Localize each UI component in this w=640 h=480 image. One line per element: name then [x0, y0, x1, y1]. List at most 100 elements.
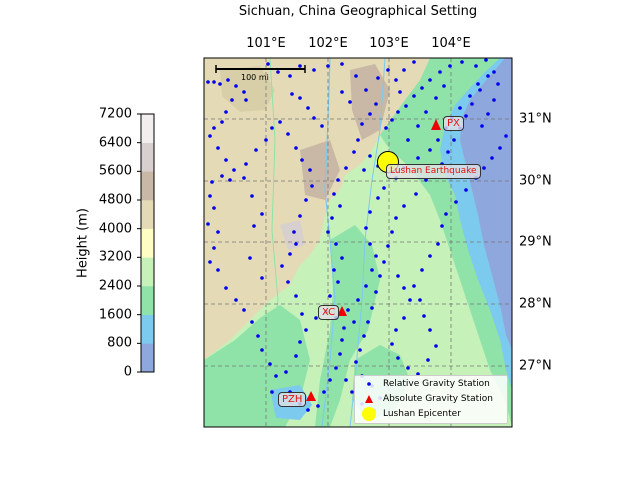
relative-station-121: [478, 88, 482, 92]
colorbar-tick-label-9: 0: [123, 364, 132, 380]
relative-station-70: [338, 352, 342, 356]
relative-station-184: [434, 96, 438, 100]
relative-station-69: [334, 366, 338, 370]
relative-station-199: [418, 298, 422, 302]
colorbar-segment-4: [141, 228, 154, 258]
relative-station-134: [382, 260, 386, 264]
relative-station-122: [470, 102, 474, 106]
longitude-label-101: 101°E: [246, 36, 286, 51]
relative-station-156: [364, 226, 368, 230]
relative-station-60: [298, 340, 302, 344]
relative-station-67: [322, 390, 326, 394]
relative-station-168: [468, 94, 472, 98]
relative-station-15: [228, 178, 232, 182]
relative-station-76: [328, 294, 332, 298]
colorbar-frame: [140, 113, 155, 373]
relative-station-173: [486, 112, 490, 116]
relative-station-54: [288, 252, 292, 256]
relative-station-39: [242, 176, 246, 180]
colorbar-title: Height (m): [75, 208, 91, 278]
relative-station-148: [344, 378, 348, 382]
relative-station-210: [490, 156, 494, 160]
longitude-label-104: 104°E: [431, 36, 471, 51]
relative-station-181: [406, 138, 410, 142]
colorbar-tick-label-8: 800: [107, 335, 132, 351]
relative-station-189: [402, 316, 406, 320]
relative-station-207: [464, 188, 468, 192]
relative-station-171: [496, 82, 500, 86]
longitude-label-102: 102°E: [308, 36, 348, 51]
relative-station-147: [350, 390, 354, 394]
relative-station-50: [304, 198, 308, 202]
relative-station-174: [480, 124, 484, 128]
legend-row-relative: Relative Gravity Station: [355, 377, 490, 391]
colorbar-tick-label-4: 4000: [98, 221, 132, 237]
relative-station-11: [208, 134, 212, 138]
colorbar-segment-8: [141, 114, 154, 143]
relative-station-178: [412, 60, 416, 64]
relative-station-153: [370, 268, 374, 272]
relative-station-1: [212, 80, 216, 84]
relative-station-104: [298, 96, 302, 100]
relative-station-110: [396, 110, 400, 114]
relative-station-138: [366, 320, 370, 324]
relative-station-139: [362, 334, 366, 338]
colorbar-tick-label-1: 6400: [98, 135, 132, 151]
relative-station-204: [440, 224, 444, 228]
absolute-station-px: [431, 119, 441, 130]
relative-station-6: [244, 98, 248, 102]
relative-station-62: [284, 370, 288, 374]
sea-area: [460, 58, 512, 350]
relative-station-48: [308, 168, 312, 172]
relative-station-179: [386, 68, 390, 72]
relative-station-190: [394, 328, 398, 332]
relative-station-194: [416, 372, 420, 376]
relative-station-185: [442, 84, 446, 88]
latitude-label-28: 28°N: [519, 296, 552, 312]
relative-station-126: [446, 150, 450, 154]
plateau-patch-1: [220, 66, 275, 112]
relative-station-107: [348, 100, 352, 104]
relative-station-180: [376, 76, 380, 80]
relative-station-72: [342, 326, 346, 330]
relative-station-191: [390, 342, 394, 346]
relative-station-90: [368, 112, 372, 116]
relative-station-7: [230, 98, 234, 102]
relative-station-113: [420, 86, 424, 90]
relative-station-118: [474, 64, 478, 68]
river-main: [321, 58, 336, 427]
relative-station-108: [384, 126, 388, 130]
relative-station-45: [286, 132, 290, 136]
station-label-pzh: PZH: [278, 392, 307, 407]
latitude-label-29: 29°N: [519, 234, 552, 250]
scale-bar-label: 100 mi: [241, 73, 269, 82]
relative-station-176: [394, 78, 398, 82]
relative-station-34: [260, 276, 264, 280]
relative-station-93: [354, 74, 358, 78]
colorbar-segment-5: [141, 200, 154, 229]
relative-station-79: [340, 256, 344, 260]
relative-station-123: [464, 114, 468, 118]
relative-station-36: [252, 224, 256, 228]
relative-station-198: [422, 314, 426, 318]
relative-station-88: [356, 138, 360, 142]
relative-station-18: [208, 194, 212, 198]
map-frame: [203, 57, 513, 428]
relative-station-152: [364, 284, 368, 288]
relative-station-66: [316, 404, 320, 408]
relative-station-26: [234, 298, 238, 302]
relative-station-5: [242, 90, 246, 94]
relative-station-103: [306, 106, 310, 110]
relative-station-91: [374, 102, 378, 106]
relative-station-100: [266, 62, 270, 66]
mountain-patch-2: [350, 64, 390, 140]
relative-station-59: [304, 328, 308, 332]
latitude-label-27: 27°N: [519, 358, 552, 374]
epicenter-label: Lushan Earthquake: [386, 164, 481, 179]
relative-station-21: [216, 230, 220, 234]
relative-station-132: [390, 230, 394, 234]
relative-station-65: [306, 408, 310, 412]
legend-label-absolute: Absolute Gravity Station: [383, 394, 493, 404]
relative-station-68: [328, 378, 332, 382]
relative-station-92: [364, 88, 368, 92]
